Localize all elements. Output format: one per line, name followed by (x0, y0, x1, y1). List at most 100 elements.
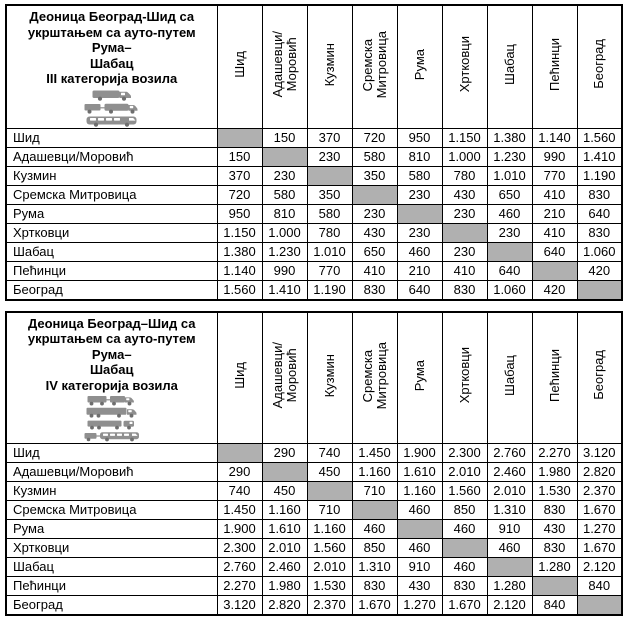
fare-cell: 2.370 (306, 595, 353, 616)
fare-cell: 3.120 (576, 443, 623, 463)
diagonal-cell (576, 279, 623, 300)
column-header-pecinci: Пећинци (531, 311, 578, 444)
table-gap (5, 301, 622, 311)
fare-cell: 1.670 (441, 595, 488, 616)
fare-cell: 1.230 (486, 146, 533, 167)
fare-cell: 2.010 (261, 538, 308, 558)
fare-cell: 1.530 (531, 481, 578, 501)
semi-trailer-truck-icon (87, 420, 134, 430)
fare-cell: 430 (531, 519, 578, 539)
table-title: Деоница Београд-Шид са укрштањем са ауто… (27, 9, 196, 86)
table-row: Хртковци 1.150 1.000 780 430 230 230 410 830 (5, 222, 623, 243)
row-label: Пећинци (5, 260, 218, 281)
column-header-sid: Шид (216, 4, 263, 129)
row-label: Кузмин (5, 165, 218, 186)
fare-cell: 1.270 (396, 595, 443, 616)
row-label: Адашевци/Моровић (5, 462, 218, 482)
fare-cell: 640 (531, 241, 578, 262)
row-label: Шабац (5, 241, 218, 262)
fare-cell: 2.820 (261, 595, 308, 616)
fare-cell: 1.160 (306, 519, 353, 539)
fare-cell: 780 (306, 222, 353, 243)
diagonal-cell (576, 595, 623, 616)
column-header-ruma: Рума (396, 311, 443, 444)
column-header-kuzmin: Кузмин (306, 311, 353, 444)
fare-cell: 910 (486, 519, 533, 539)
fare-cell: 1.900 (396, 443, 443, 463)
header-row: Деоница Београд–Шид са укрштањем са ауто… (5, 311, 623, 444)
table-row: Рума 950 810 580 230 230 460 210 640 (5, 203, 623, 224)
table-row: Хртковци 2.300 2.010 1.560 850 460 460 830 1.670 (5, 538, 623, 558)
category-4-vehicle-icons (9, 395, 215, 442)
fare-cell: 1.670 (351, 595, 398, 616)
fare-cell: 830 (351, 279, 398, 300)
table-row: Шид 290 740 1.450 1.900 2.300 2.760 2.270 3.120 (5, 443, 623, 463)
row-label: Хртковци (5, 222, 218, 243)
diagonal-cell (351, 500, 398, 520)
fare-cell: 230 (396, 222, 443, 243)
diagonal-cell (396, 203, 443, 224)
column-header-beograd: Београд (576, 4, 623, 129)
fare-cell: 1.900 (216, 519, 263, 539)
fare-cell: 2.120 (486, 595, 533, 616)
fare-cell: 1.140 (531, 127, 578, 148)
fare-cell: 230 (441, 241, 488, 262)
fare-cell: 1.010 (306, 241, 353, 262)
fare-cell: 1.560 (216, 279, 263, 300)
row-label: Београд (5, 279, 218, 300)
fare-cell: 1.190 (576, 165, 623, 186)
fare-cell: 230 (396, 184, 443, 205)
fare-cell: 720 (351, 127, 398, 148)
fare-cell: 710 (351, 481, 398, 501)
fare-cell: 990 (531, 146, 578, 167)
table-row: Шабац 1.380 1.230 1.010 650 460 230 640 1.060 (5, 241, 623, 262)
fare-matrix-body: Шид 150 370 720 950 1.150 1.380 1.140 1.560 Адаше… (5, 127, 623, 300)
fare-cell: 770 (306, 260, 353, 281)
fare-cell: 1.670 (576, 500, 623, 520)
delivery-van-icon (92, 90, 131, 101)
fare-cell: 150 (261, 127, 308, 148)
fare-cell: 1.610 (396, 462, 443, 482)
fare-cell: 710 (306, 500, 353, 520)
table-row: Сремска Митровица 1.450 1.160 710 460 850 1.31… (5, 500, 623, 520)
truck-with-trailer-icon (87, 396, 134, 406)
fare-cell: 1.280 (531, 557, 578, 577)
column-header-hrtkovci: Хртковци (441, 311, 488, 444)
diagonal-cell (216, 127, 263, 148)
table-row: Шабац 2.760 2.460 2.010 1.310 910 460 1.280 2.12… (5, 557, 623, 577)
table-row: Рума 1.900 1.610 1.160 460 460 910 430 1.270 (5, 519, 623, 539)
fare-cell: 1.230 (261, 241, 308, 262)
fare-cell: 1.140 (216, 260, 263, 281)
bus-with-trailer-icon (84, 432, 139, 442)
table-row: Кузмин 370 230 350 580 780 1.010 770 1.190 (5, 165, 623, 186)
fare-cell: 1.560 (576, 127, 623, 148)
fare-cell: 1.190 (306, 279, 353, 300)
fare-cell: 210 (531, 203, 578, 224)
fare-cell: 450 (261, 481, 308, 501)
fare-cell: 150 (216, 146, 263, 167)
table-row: Шид 150 370 720 950 1.150 1.380 1.140 1.560 (5, 127, 623, 148)
heavy-truck-icon (86, 407, 137, 418)
fare-cell: 580 (306, 203, 353, 224)
fare-cell: 950 (396, 127, 443, 148)
row-label: Рума (5, 519, 218, 539)
fare-cell: 210 (396, 260, 443, 281)
fare-cell: 410 (531, 222, 578, 243)
fare-cell: 1.010 (486, 165, 533, 186)
fare-cell: 830 (531, 538, 578, 558)
fare-cell: 410 (351, 260, 398, 281)
row-label: Шабац (5, 557, 218, 577)
fare-cell: 2.120 (576, 557, 623, 577)
table-title-cell: Деоница Београд–Шид са укрштањем са ауто… (5, 311, 218, 444)
fare-cell: 780 (441, 165, 488, 186)
fare-cell: 420 (576, 260, 623, 281)
diagonal-cell (306, 165, 353, 186)
fare-cell: 1.560 (441, 481, 488, 501)
fare-cell: 2.370 (576, 481, 623, 501)
column-header-kuzmin: Кузмин (306, 4, 353, 129)
fare-cell: 410 (441, 260, 488, 281)
fare-cell: 850 (351, 538, 398, 558)
fare-cell: 460 (396, 241, 443, 262)
row-label: Пећинци (5, 576, 218, 596)
